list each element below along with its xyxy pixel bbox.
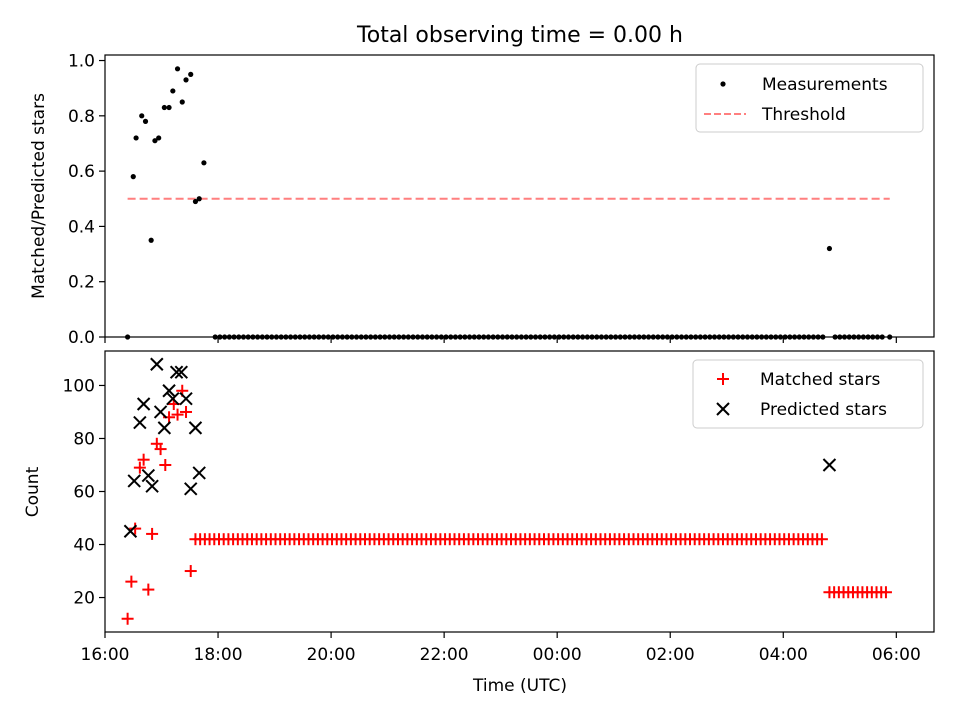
top-y-tick-label: 0.8 (68, 107, 95, 127)
top-axes: 0.0 0.2 0.4 0.6 0.8 1.0 Matched/Predicted sta… (29, 52, 935, 348)
legend-matched-label: Matched stars (760, 370, 880, 390)
matched-star-point (159, 458, 172, 471)
predicted-star-point (179, 392, 193, 406)
bottom-y-tick-label: 80 (73, 429, 95, 449)
matched-star-point (146, 527, 159, 540)
predicted-star-point (150, 357, 164, 371)
matched-star-point (133, 461, 146, 474)
matched-star-point (815, 533, 828, 546)
legend-threshold-label: Threshold (761, 105, 846, 125)
predicted-star-point (136, 397, 151, 411)
measurement-point (148, 237, 154, 243)
measurement-point (826, 245, 833, 252)
matched-star-point (180, 405, 193, 418)
x-tick-label: 18:00 (194, 645, 243, 665)
figure-title: Total observing time = 0.00 h (356, 23, 683, 48)
matched-star-point (129, 522, 142, 535)
measurement-point (139, 113, 145, 119)
bottom-y-tick-label: 40 (73, 536, 95, 556)
predicted-star-point (127, 474, 141, 488)
bottom-axes: 20 40 60 80 100 16:00 18:00 20:00 22:00 00:00 02:… (23, 350, 935, 696)
top-axes-frame (104, 54, 935, 338)
x-tick-label: 00:00 (533, 645, 582, 665)
measurement-point (183, 77, 189, 83)
top-y-tick-label: 0.4 (68, 217, 95, 237)
x-tick-label: 20:00 (307, 645, 356, 665)
legend-predicted-marker (716, 402, 730, 416)
matched-star-point (171, 408, 184, 421)
legend-matched-marker (717, 373, 729, 385)
top-y-tick-label: 0.0 (68, 328, 95, 348)
predicted-star-point (192, 466, 206, 480)
predicted-star-point (133, 415, 147, 430)
bottom-marks (121, 357, 892, 625)
measurement-point (133, 135, 139, 141)
x-tick-label: 22:00 (420, 645, 469, 665)
measurement-point (201, 160, 207, 166)
x-tick-label: 02:00 (646, 645, 695, 665)
top-y-axis-label: Matched/Predicted stars (29, 93, 49, 299)
top-legend: Measurements Threshold (695, 63, 924, 133)
predicted-star-point (188, 421, 203, 435)
matched-star-point (184, 565, 197, 578)
bottom-y-ticks: 20 40 60 80 100 (63, 376, 105, 609)
measurement-point (152, 138, 158, 144)
matched-star-point (879, 586, 892, 599)
measurement-point (170, 88, 176, 94)
bottom-y-tick-label: 100 (63, 376, 95, 396)
bottom-y-axis-label: Count (23, 466, 43, 517)
top-x-ticks (104, 337, 897, 343)
predicted-star-point (162, 384, 176, 398)
bottom-legend-box (692, 359, 924, 429)
top-y-tick-label: 1.0 (68, 52, 95, 72)
matched-star-point (121, 612, 134, 625)
matched-star-point (154, 443, 167, 456)
measurement-point (174, 66, 181, 72)
measurement-point (188, 71, 194, 77)
x-tick-label: 16:00 (81, 645, 130, 665)
predicted-star-point (145, 479, 159, 493)
predicted-star-point (123, 524, 138, 538)
legend-predicted-label: Predicted stars (760, 400, 887, 420)
predicted-star-point (157, 421, 172, 435)
measurement-point (196, 196, 202, 202)
top-y-ticks: 0.0 0.2 0.4 0.6 0.8 1.0 (68, 52, 105, 348)
bottom-legend: Matched stars Predicted stars (692, 359, 924, 429)
matched-star-point (142, 583, 155, 596)
bottom-y-tick-label: 60 (73, 483, 95, 503)
measurement-point (130, 174, 136, 180)
bottom-y-tick-label: 20 (73, 589, 95, 609)
measurement-point (179, 99, 185, 105)
legend-measurements-marker (720, 81, 726, 87)
predicted-star-point (153, 405, 168, 419)
measurement-point (161, 104, 167, 111)
x-tick-label: 06:00 (872, 645, 921, 665)
x-tick-label: 04:00 (759, 645, 808, 665)
top-y-tick-label: 0.6 (68, 162, 95, 182)
measurement-point (142, 118, 149, 124)
predicted-star-point (169, 365, 184, 379)
predicted-star-point (166, 392, 180, 406)
predicted-star-point (141, 468, 156, 483)
measurement-point (166, 104, 172, 111)
measurement-point (156, 135, 162, 141)
x-axis-label: Time (UTC) (472, 676, 567, 696)
predicted-star-point (174, 365, 189, 379)
bottom-x-ticks: 16:00 18:00 20:00 22:00 00:00 02:00 04:00 06:00 (81, 632, 921, 665)
measurement-point (192, 198, 199, 205)
predicted-star-point (822, 458, 837, 472)
top-y-tick-label: 0.2 (68, 273, 95, 293)
top-legend-box (695, 63, 924, 133)
legend-measurements-label: Measurements (762, 75, 888, 95)
matched-star-point (125, 575, 138, 588)
predicted-star-point (184, 482, 198, 496)
matched-star-point (137, 453, 150, 466)
